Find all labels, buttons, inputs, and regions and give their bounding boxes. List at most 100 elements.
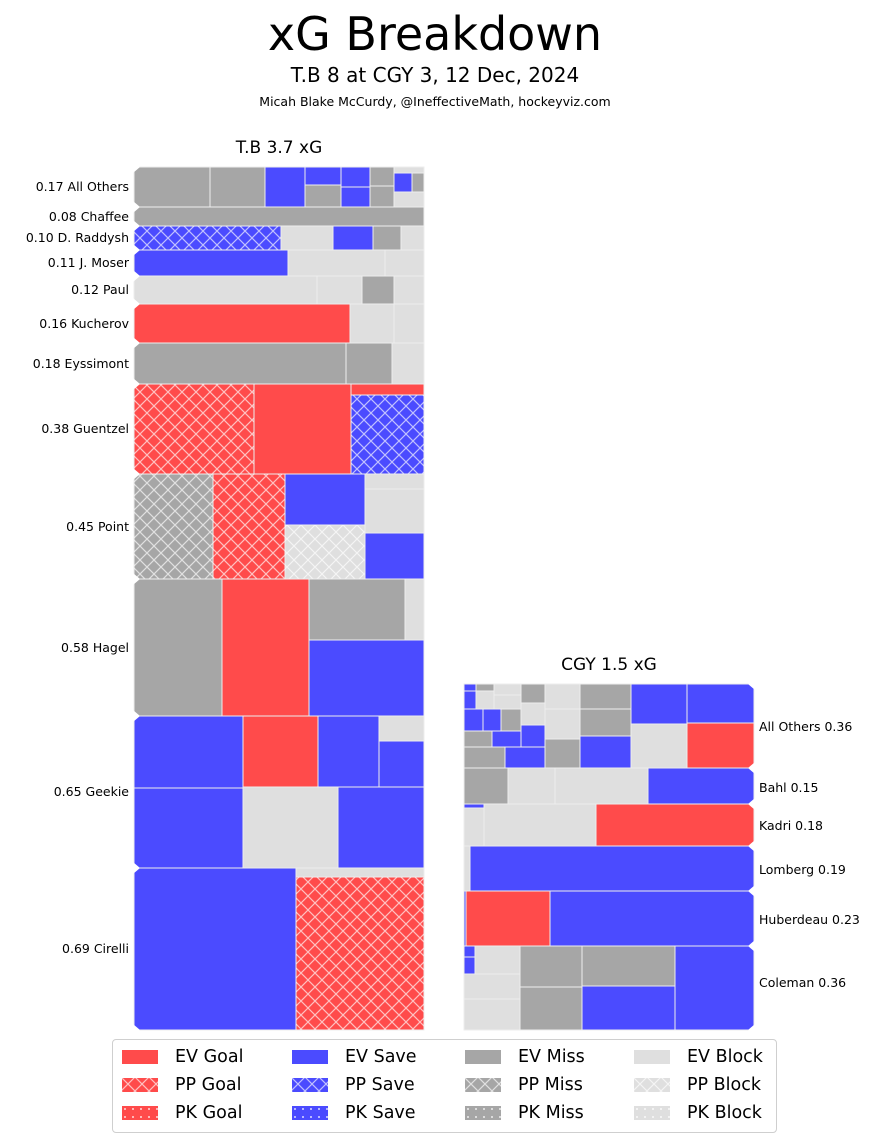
- legend-swatch-icon: [634, 1106, 670, 1120]
- tb-shot-ev-miss: [361, 275, 395, 305]
- cgy-shot-ev-block: [475, 690, 495, 710]
- cgy-shot-ev-goal: [686, 722, 755, 769]
- tb-shot-ev-block: [393, 275, 425, 305]
- tb-shot-ev-block: [393, 166, 425, 174]
- team-title-tb: T.B 3.7 xG: [235, 138, 323, 158]
- legend-swatch-icon: [292, 1106, 328, 1120]
- tb-shot-ev-goal: [242, 715, 319, 788]
- tb-shot-ev-goal: [133, 303, 351, 344]
- cgy-shot-ev-block: [463, 973, 521, 1000]
- tb-shot-ev-block: [404, 578, 425, 641]
- tb-shot-ev-block: [364, 488, 425, 534]
- cgy-shot-ev-block: [520, 702, 546, 726]
- tb-row-notch: [133, 337, 140, 349]
- cgy-shot-ev-save: [504, 746, 546, 769]
- cgy-row-notch: [748, 940, 755, 952]
- tb-shot-hatch: [296, 877, 424, 1030]
- tb-shot-ev-save: [393, 172, 413, 193]
- legend-swatch-icon: [292, 1078, 328, 1092]
- tb-shot-ev-block: [287, 249, 386, 277]
- cgy-shot-ev-miss: [463, 730, 493, 748]
- tb-shot-ev-save: [133, 715, 244, 789]
- tb-shot-ev-block: [133, 275, 318, 305]
- cgy-shot-ev-miss: [463, 746, 506, 769]
- tb-shot-hatch: [213, 474, 285, 579]
- cgy-shot-ev-miss: [519, 945, 583, 988]
- legend-item-pk-block: PK Block: [633, 1102, 762, 1124]
- legend-label: PK Save: [345, 1103, 416, 1123]
- tb-row-notch: [133, 270, 140, 282]
- tb-row-notch: [133, 161, 140, 173]
- cgy-shot-ev-miss: [520, 683, 546, 704]
- tb-shot-ev-miss: [133, 166, 211, 208]
- cgy-shot-ev-save: [581, 985, 676, 1031]
- tb-shot-ev-block: [364, 473, 425, 490]
- tb-shot-hatch: [134, 226, 281, 250]
- tb-shot-hatch: [134, 474, 213, 579]
- tb-shot-hatch: [351, 395, 424, 474]
- cgy-shot-ev-save: [469, 845, 755, 892]
- cgy-shot-ev-save: [647, 767, 755, 805]
- cgy-shot-ev-save: [463, 683, 477, 692]
- tb-shot-ev-block: [393, 303, 425, 344]
- cgy-shot-ev-block: [544, 683, 581, 710]
- tb-shot-ev-save: [378, 740, 425, 788]
- legend-swatch-icon: [465, 1078, 501, 1092]
- cgy-shot-ev-save: [482, 708, 502, 732]
- tb-shot-ev-save: [308, 639, 425, 717]
- tb-player-label: 0.16 Kucherov: [39, 315, 129, 331]
- cgy-player-label: Huberdeau 0.23: [759, 912, 860, 927]
- cgy-shot-ev-save: [463, 956, 476, 975]
- cgy-shot-ev-save: [674, 945, 755, 1031]
- legend-swatch-icon: [122, 1050, 158, 1064]
- legend-item-ev-block: EV Block: [633, 1046, 763, 1068]
- cgy-shot-ev-block: [463, 845, 471, 892]
- tb-shot-ev-goal: [253, 383, 352, 475]
- tb-shot-ev-block: [295, 867, 425, 878]
- cgy-player-label: Lomberg 0.19: [759, 862, 846, 877]
- cgy-player-label: Kadri 0.18: [759, 818, 823, 833]
- tb-shot-ev-goal: [221, 578, 310, 717]
- legend-label: PP Block: [687, 1075, 761, 1095]
- cgy-player-label: Bahl 0.15: [759, 780, 819, 795]
- legend-swatch-icon: [465, 1050, 501, 1064]
- legend-label: EV Save: [345, 1047, 417, 1067]
- tb-row-notch: [133, 862, 140, 874]
- cgy-shot-ev-save: [463, 690, 477, 710]
- game-subtitle: T.B 8 at CGY 3, 12 Dec, 2024: [290, 63, 580, 87]
- cgy-shot-ev-save: [579, 735, 632, 769]
- cgy-shot-ev-save: [686, 683, 755, 724]
- tb-shot-ev-miss: [411, 172, 425, 193]
- cgy-shot-ev-save: [463, 803, 485, 809]
- legend-swatch-icon: [122, 1078, 158, 1092]
- legend-label: EV Miss: [518, 1047, 585, 1067]
- cgy-row-notch: [748, 798, 755, 810]
- tb-player-label: 0.45 Point: [66, 518, 129, 534]
- tb-shot-ev-miss: [345, 342, 393, 385]
- tb-shot-ev-block: [349, 303, 395, 344]
- tb-row-notch: [133, 468, 140, 480]
- author-credit: Micah Blake McCurdy, @IneffectiveMath, h…: [259, 94, 611, 109]
- cgy-shot-ev-miss: [581, 945, 676, 987]
- cgy-shot-ev-miss: [500, 708, 522, 732]
- tb-player-label: 0.58 Hagel: [61, 639, 129, 655]
- legend-swatch-icon: [465, 1106, 501, 1120]
- tb-shot-ev-miss: [133, 578, 223, 717]
- tb-shot-ev-miss: [372, 225, 402, 251]
- tb-shot-ev-save: [332, 225, 374, 251]
- cgy-player-label: Coleman 0.36: [759, 975, 847, 990]
- cgy-row-notch: [748, 840, 755, 852]
- tb-shot-ev-block: [400, 225, 425, 251]
- cgy-shot-ev-block: [544, 708, 581, 740]
- tb-row-notch: [133, 220, 140, 232]
- legend-item-ev-miss: EV Miss: [464, 1046, 585, 1068]
- tb-player-label: 0.17 All Others: [35, 179, 129, 194]
- legend-item-ev-goal: EV Goal: [121, 1046, 243, 1068]
- tb-shot-hatch: [134, 384, 254, 474]
- cgy-row-notch: [748, 885, 755, 897]
- cgy-shot-ev-miss: [463, 767, 509, 805]
- cgy-shot-ev-block: [493, 683, 522, 696]
- tb-shot-ev-save: [284, 473, 366, 526]
- tb-row-notch: [133, 244, 140, 256]
